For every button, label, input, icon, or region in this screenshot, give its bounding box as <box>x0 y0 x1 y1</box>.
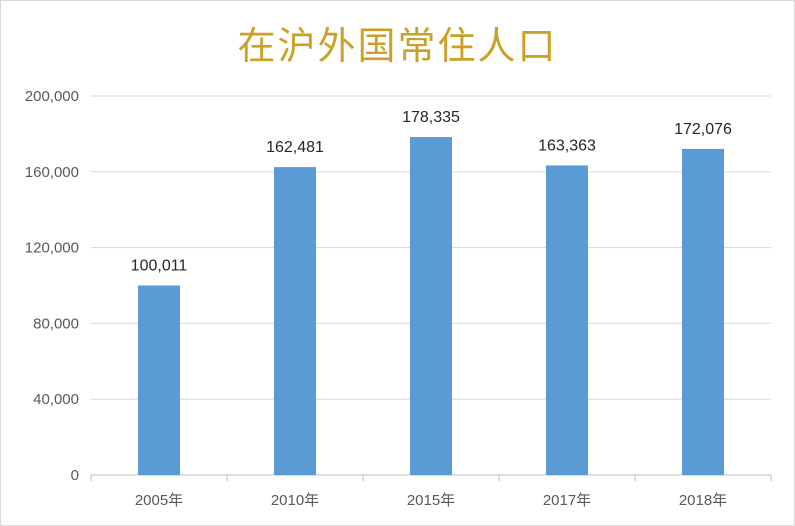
x-tick-label: 2005年 <box>135 492 183 509</box>
y-tick-label: 160,000 <box>25 164 79 181</box>
x-tick-label: 2017年 <box>543 492 591 509</box>
y-axis-ticks: 0 40,000 80,000 120,000 160,000 200,000 <box>25 88 79 484</box>
bar <box>546 165 588 475</box>
bar <box>274 167 316 475</box>
data-label: 178,335 <box>402 109 460 126</box>
data-label: 163,363 <box>538 137 596 154</box>
data-label: 172,076 <box>674 121 732 138</box>
x-axis-ticks: 2005年 2010年 2015年 2017年 2018年 <box>90 475 772 509</box>
x-tick-label: 2015年 <box>407 492 455 509</box>
bars <box>138 137 724 475</box>
data-labels: 100,011 162,481 178,335 163,363 172,076 <box>131 109 732 274</box>
bar <box>410 137 452 475</box>
y-tick-label: 80,000 <box>33 315 79 332</box>
data-label: 100,011 <box>131 257 188 274</box>
y-tick-label: 200,000 <box>25 88 79 105</box>
bar <box>138 285 180 475</box>
data-label: 162,481 <box>266 139 324 156</box>
bar <box>682 148 724 475</box>
x-tick-label: 2018年 <box>679 492 727 509</box>
x-tick-label: 2010年 <box>271 492 319 509</box>
chart-title: 在沪外国常住人口 <box>237 24 558 68</box>
y-tick-label: 0 <box>71 467 79 484</box>
y-tick-label: 40,000 <box>33 391 79 408</box>
y-tick-label: 120,000 <box>25 240 79 257</box>
